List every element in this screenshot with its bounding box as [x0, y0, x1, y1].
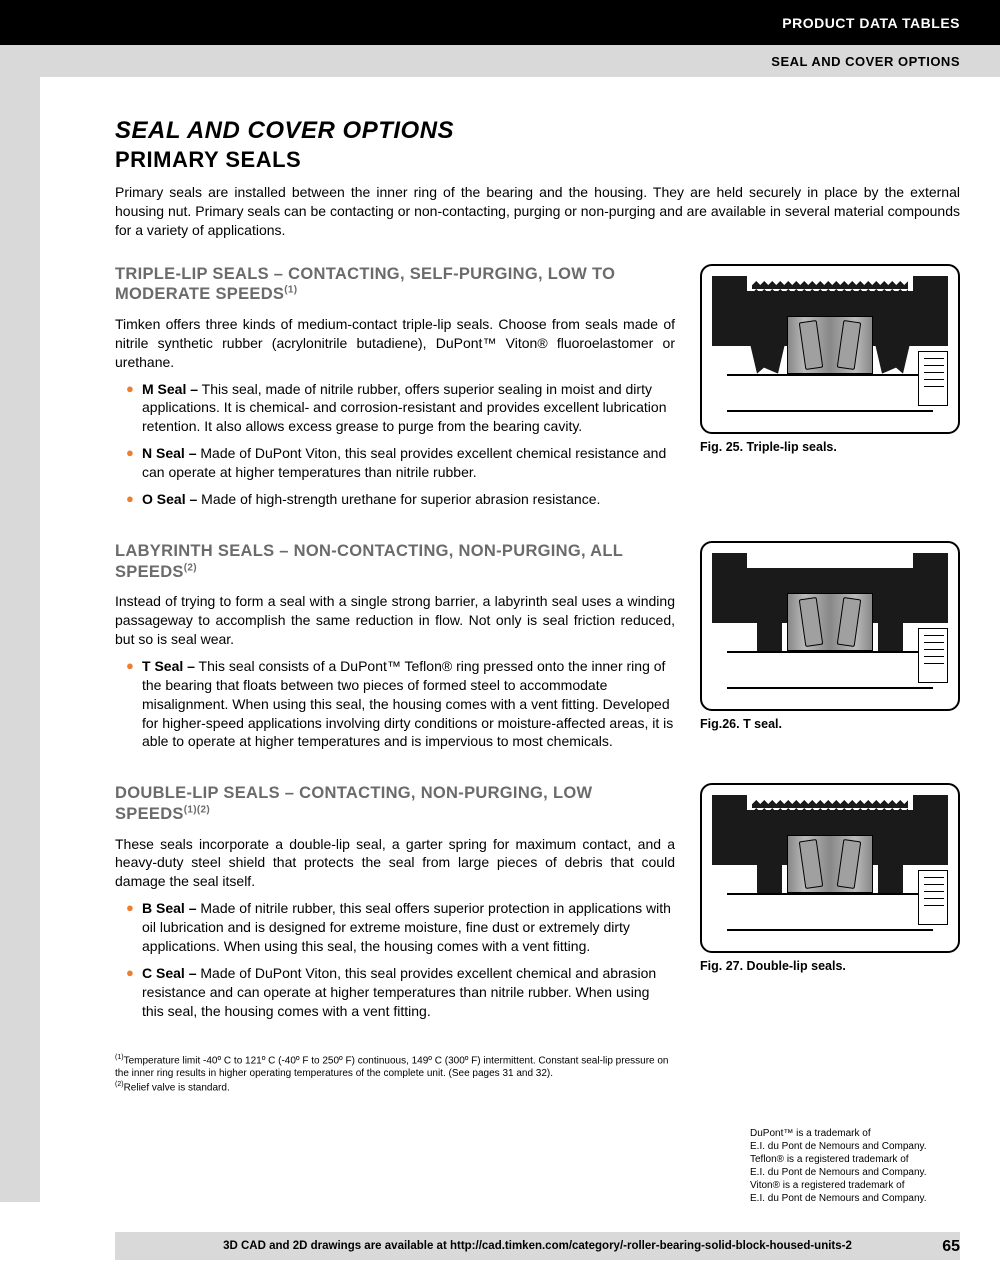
footnotes: (1)Temperature limit -40º C to 121º C (-…	[115, 1053, 960, 1095]
footnote-2: (2)Relief valve is standard.	[115, 1080, 670, 1094]
footnote-2-sup: (2)	[115, 1081, 124, 1088]
header-black: PRODUCT DATA TABLES	[0, 0, 1000, 45]
m-seal-text: This seal, made of nitrile rubber, offer…	[142, 381, 666, 435]
double-figure-col: Fig. 27. Double-lip seals.	[700, 783, 960, 1028]
section-triple-text: TRIPLE-LIP SEALS – CONTACTING, SELF-PURG…	[115, 264, 675, 517]
double-heading-sup: (1)(2)	[184, 804, 210, 815]
intro-paragraph: Primary seals are installed between the …	[115, 183, 960, 240]
footnote-1-sup: (1)	[115, 1054, 124, 1061]
triple-heading-sup: (1)	[284, 285, 297, 296]
b-seal-text: Made of nitrile rubber, this seal offers…	[142, 900, 671, 954]
page-content: SEAL AND COVER OPTIONS PRIMARY SEALS Pri…	[0, 77, 1000, 1094]
bullet-b-seal: B Seal – Made of nitrile rubber, this se…	[130, 899, 675, 956]
footer-bar: 3D CAD and 2D drawings are available at …	[115, 1232, 960, 1260]
section-double-text: DOUBLE-LIP SEALS – CONTACTING, NON-PURGI…	[115, 783, 675, 1028]
footnote-1: (1)Temperature limit -40º C to 121º C (-…	[115, 1053, 670, 1080]
page-number: 65	[942, 1238, 960, 1256]
c-seal-name: C Seal –	[142, 965, 196, 981]
labyrinth-para: Instead of trying to form a seal with a …	[115, 592, 675, 649]
section-triple-lip: TRIPLE-LIP SEALS – CONTACTING, SELF-PURG…	[115, 264, 960, 517]
c-seal-text: Made of DuPont Viton, this seal provides…	[142, 965, 656, 1019]
fig26-caption: Fig.26. T seal.	[700, 717, 960, 731]
section-labyrinth-text: LABYRINTH SEALS – NON-CONTACTING, NON-PU…	[115, 541, 675, 759]
header-gray: SEAL AND COVER OPTIONS	[0, 45, 1000, 77]
labyrinth-figure-col: Fig.26. T seal.	[700, 541, 960, 759]
b-seal-name: B Seal –	[142, 900, 196, 916]
bullet-t-seal: T Seal – This seal consists of a DuPont™…	[130, 657, 675, 751]
double-para: These seals incorporate a double-lip sea…	[115, 835, 675, 892]
bullet-o-seal: O Seal – Made of high-strength urethane …	[130, 490, 675, 509]
triple-heading-text: TRIPLE-LIP SEALS – CONTACTING, SELF-PURG…	[115, 265, 615, 304]
left-margin-bar	[0, 77, 40, 1202]
fig25-box	[700, 264, 960, 434]
o-seal-name: O Seal –	[142, 491, 197, 507]
o-seal-text: Made of high-strength urethane for super…	[197, 491, 600, 507]
trademark-note: DuPont™ is a trademark of E.I. du Pont d…	[750, 1127, 960, 1205]
header-line1: PRODUCT DATA TABLES	[782, 15, 960, 31]
labyrinth-bullets: T Seal – This seal consists of a DuPont™…	[115, 657, 675, 751]
footer-text: 3D CAD and 2D drawings are available at …	[223, 1240, 852, 1252]
triple-figure-col: Fig. 25. Triple-lip seals.	[700, 264, 960, 517]
double-heading: DOUBLE-LIP SEALS – CONTACTING, NON-PURGI…	[115, 783, 675, 824]
bullet-c-seal: C Seal – Made of DuPont Viton, this seal…	[130, 964, 675, 1021]
m-seal-name: M Seal –	[142, 381, 198, 397]
bullet-m-seal: M Seal – This seal, made of nitrile rubb…	[130, 380, 675, 437]
labyrinth-heading: LABYRINTH SEALS – NON-CONTACTING, NON-PU…	[115, 541, 675, 582]
triple-para: Timken offers three kinds of medium-cont…	[115, 315, 675, 372]
triple-bullets: M Seal – This seal, made of nitrile rubb…	[115, 380, 675, 509]
fig27-caption: Fig. 27. Double-lip seals.	[700, 959, 960, 973]
section-double-lip: DOUBLE-LIP SEALS – CONTACTING, NON-PURGI…	[115, 783, 960, 1028]
sub-title: PRIMARY SEALS	[115, 147, 960, 173]
footnote-1-text: Temperature limit -40º C to 121º C (-40º…	[115, 1055, 669, 1079]
fig25-caption: Fig. 25. Triple-lip seals.	[700, 440, 960, 454]
fig27-box	[700, 783, 960, 953]
t-seal-text: This seal consists of a DuPont™ Teflon® …	[142, 658, 673, 750]
section-labyrinth: LABYRINTH SEALS – NON-CONTACTING, NON-PU…	[115, 541, 960, 759]
triple-heading: TRIPLE-LIP SEALS – CONTACTING, SELF-PURG…	[115, 264, 675, 305]
n-seal-name: N Seal –	[142, 445, 196, 461]
n-seal-text: Made of DuPont Viton, this seal provides…	[142, 445, 666, 480]
footnote-2-text: Relief valve is standard.	[124, 1082, 230, 1093]
labyrinth-heading-sup: (2)	[184, 562, 197, 573]
t-seal-name: T Seal –	[142, 658, 195, 674]
fig26-box	[700, 541, 960, 711]
bullet-n-seal: N Seal – Made of DuPont Viton, this seal…	[130, 444, 675, 482]
main-title: SEAL AND COVER OPTIONS	[115, 117, 960, 145]
header-line2: SEAL AND COVER OPTIONS	[771, 54, 960, 69]
double-bullets: B Seal – Made of nitrile rubber, this se…	[115, 899, 675, 1020]
